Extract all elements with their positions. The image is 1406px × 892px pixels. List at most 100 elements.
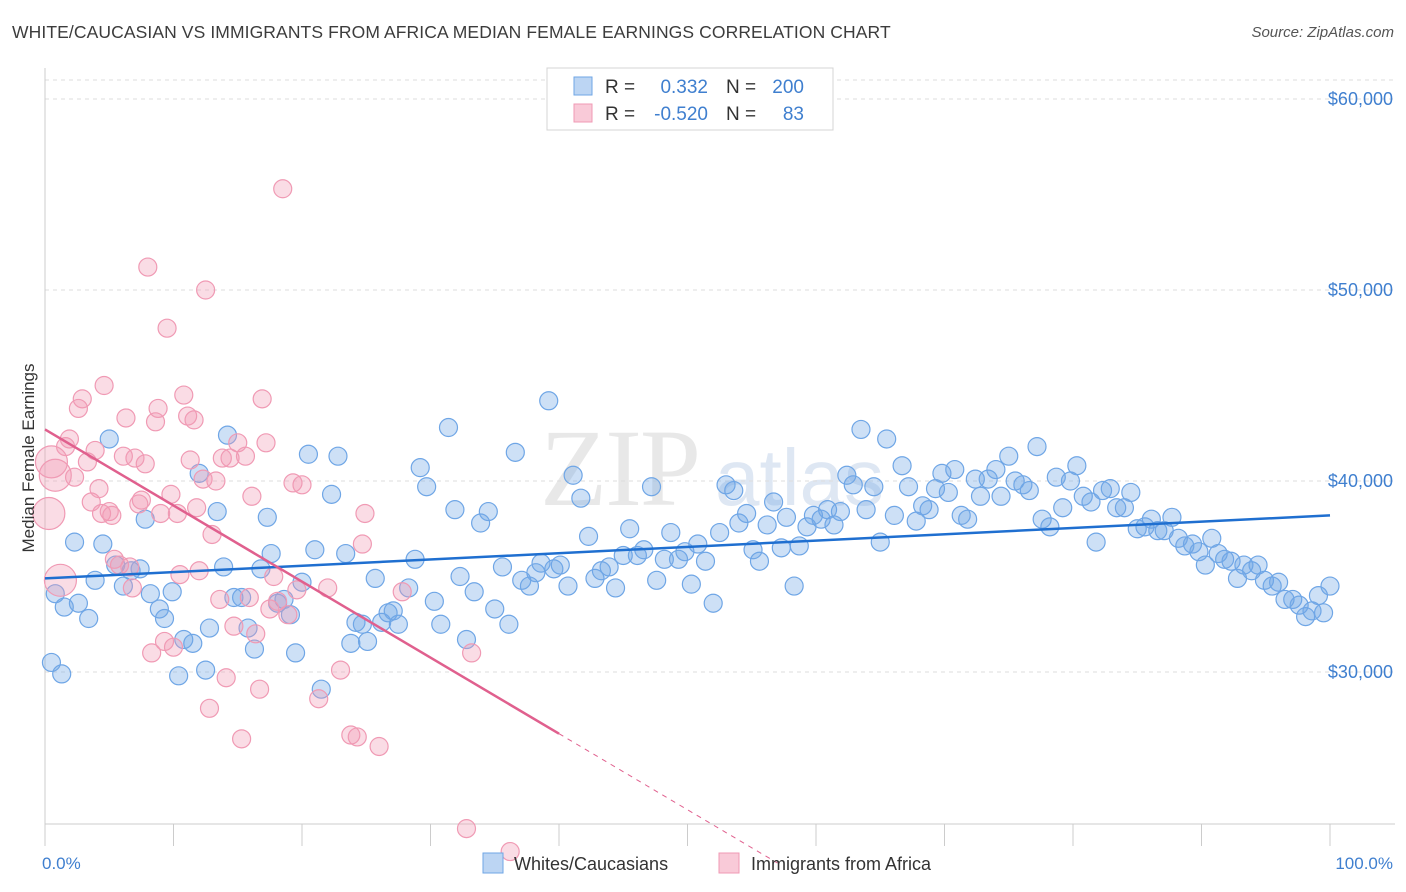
point-africa-25	[131, 490, 151, 510]
point-whites-85	[599, 557, 619, 577]
point-africa-57	[239, 587, 259, 608]
point-whites-132	[919, 500, 939, 520]
point-africa-76	[352, 534, 372, 554]
point-whites-66	[471, 513, 491, 533]
point-africa-41	[184, 410, 204, 430]
point-whites-44	[328, 446, 348, 466]
point-whites-104	[729, 513, 749, 533]
point-whites-99	[695, 551, 716, 571]
point-africa-12	[89, 479, 109, 499]
point-whites-166	[1148, 521, 1168, 541]
point-africa-3	[43, 563, 78, 597]
point-whites-159	[1100, 479, 1120, 499]
point-whites-191	[1313, 603, 1334, 623]
point-africa-16	[102, 505, 122, 525]
point-whites-158	[1092, 480, 1113, 501]
point-whites-138	[958, 509, 978, 529]
point-whites-38	[285, 643, 306, 663]
legend-box	[546, 67, 834, 131]
legend-r-label-2: R =	[605, 104, 635, 125]
point-whites-192	[1320, 576, 1340, 596]
legend: R = 0.332 N = 200 R = -0.520 N = 83	[546, 67, 834, 131]
point-whites-19	[169, 666, 189, 686]
point-whites-148	[1027, 437, 1047, 457]
point-whites-144	[999, 446, 1019, 466]
point-africa-71	[309, 689, 329, 709]
point-africa-77	[355, 503, 375, 524]
point-whites-30	[238, 618, 258, 638]
point-whites-25	[207, 501, 227, 522]
point-whites-24	[199, 618, 220, 638]
trend-lines	[44, 428, 1331, 864]
point-whites-15	[140, 584, 160, 604]
series-whites-caucasians	[41, 391, 1340, 699]
point-whites-45	[336, 543, 356, 564]
point-africa-73	[330, 660, 351, 680]
point-whites-160	[1107, 498, 1127, 518]
point-whites-182	[1254, 570, 1275, 590]
point-africa-53	[224, 616, 244, 636]
point-africa-60	[249, 679, 270, 699]
point-whites-1	[45, 584, 65, 604]
point-whites-125	[870, 532, 890, 552]
point-whites-134	[932, 463, 952, 483]
point-africa-28	[142, 643, 162, 663]
point-whites-152	[1053, 498, 1073, 518]
point-whites-135	[938, 482, 958, 503]
point-whites-94	[661, 522, 681, 543]
point-whites-169	[1168, 528, 1188, 548]
point-whites-171	[1182, 534, 1203, 554]
point-whites-124	[864, 477, 884, 497]
point-whites-126	[877, 429, 897, 449]
point-africa-38	[174, 385, 194, 405]
point-whites-17	[154, 608, 175, 629]
point-africa-45	[196, 280, 216, 300]
point-whites-50	[365, 568, 385, 589]
trend-line-whites	[44, 514, 1331, 580]
trend-line-africa-extension	[558, 733, 778, 864]
point-africa-40	[180, 450, 200, 470]
point-whites-102	[716, 475, 736, 495]
legend-r-label-1: R =	[605, 77, 635, 98]
point-whites-105	[737, 503, 757, 524]
point-whites-74	[526, 563, 546, 583]
point-africa-70	[292, 475, 312, 495]
point-whites-177	[1221, 551, 1241, 571]
point-africa-14	[94, 375, 114, 396]
point-whites-141	[978, 469, 998, 489]
bottom-legend-swatch-pink	[718, 852, 740, 874]
point-whites-97	[681, 574, 701, 594]
y-tick-label-1: $40,000	[1328, 471, 1393, 491]
point-whites-9	[99, 429, 119, 449]
point-africa-50	[212, 448, 232, 468]
point-whites-33	[257, 507, 277, 527]
series-immigrants-from-africa	[32, 179, 520, 862]
point-whites-157	[1086, 532, 1106, 552]
point-africa-65	[267, 591, 288, 611]
point-whites-61	[438, 417, 459, 438]
point-whites-155	[1073, 486, 1093, 506]
watermark: ZIP	[540, 407, 699, 529]
point-whites-83	[585, 568, 605, 589]
point-africa-58	[242, 486, 262, 506]
axes	[44, 68, 1395, 846]
point-whites-129	[898, 477, 919, 497]
point-whites-63	[450, 566, 470, 587]
point-africa-62	[256, 433, 276, 453]
point-whites-41	[305, 540, 325, 560]
point-whites-28	[224, 587, 244, 608]
point-africa-82	[500, 841, 520, 862]
point-whites-91	[641, 477, 662, 497]
point-whites-179	[1234, 555, 1254, 575]
point-whites-67	[478, 501, 498, 522]
point-whites-109	[763, 492, 784, 512]
point-whites-6	[79, 608, 99, 629]
point-whites-23	[196, 660, 216, 680]
x-tick-label-start: 0.0%	[42, 854, 81, 873]
point-africa-55	[232, 729, 252, 749]
point-africa-67	[278, 605, 298, 625]
point-whites-58	[417, 477, 437, 497]
point-whites-86	[605, 578, 626, 598]
point-whites-111	[776, 507, 797, 527]
